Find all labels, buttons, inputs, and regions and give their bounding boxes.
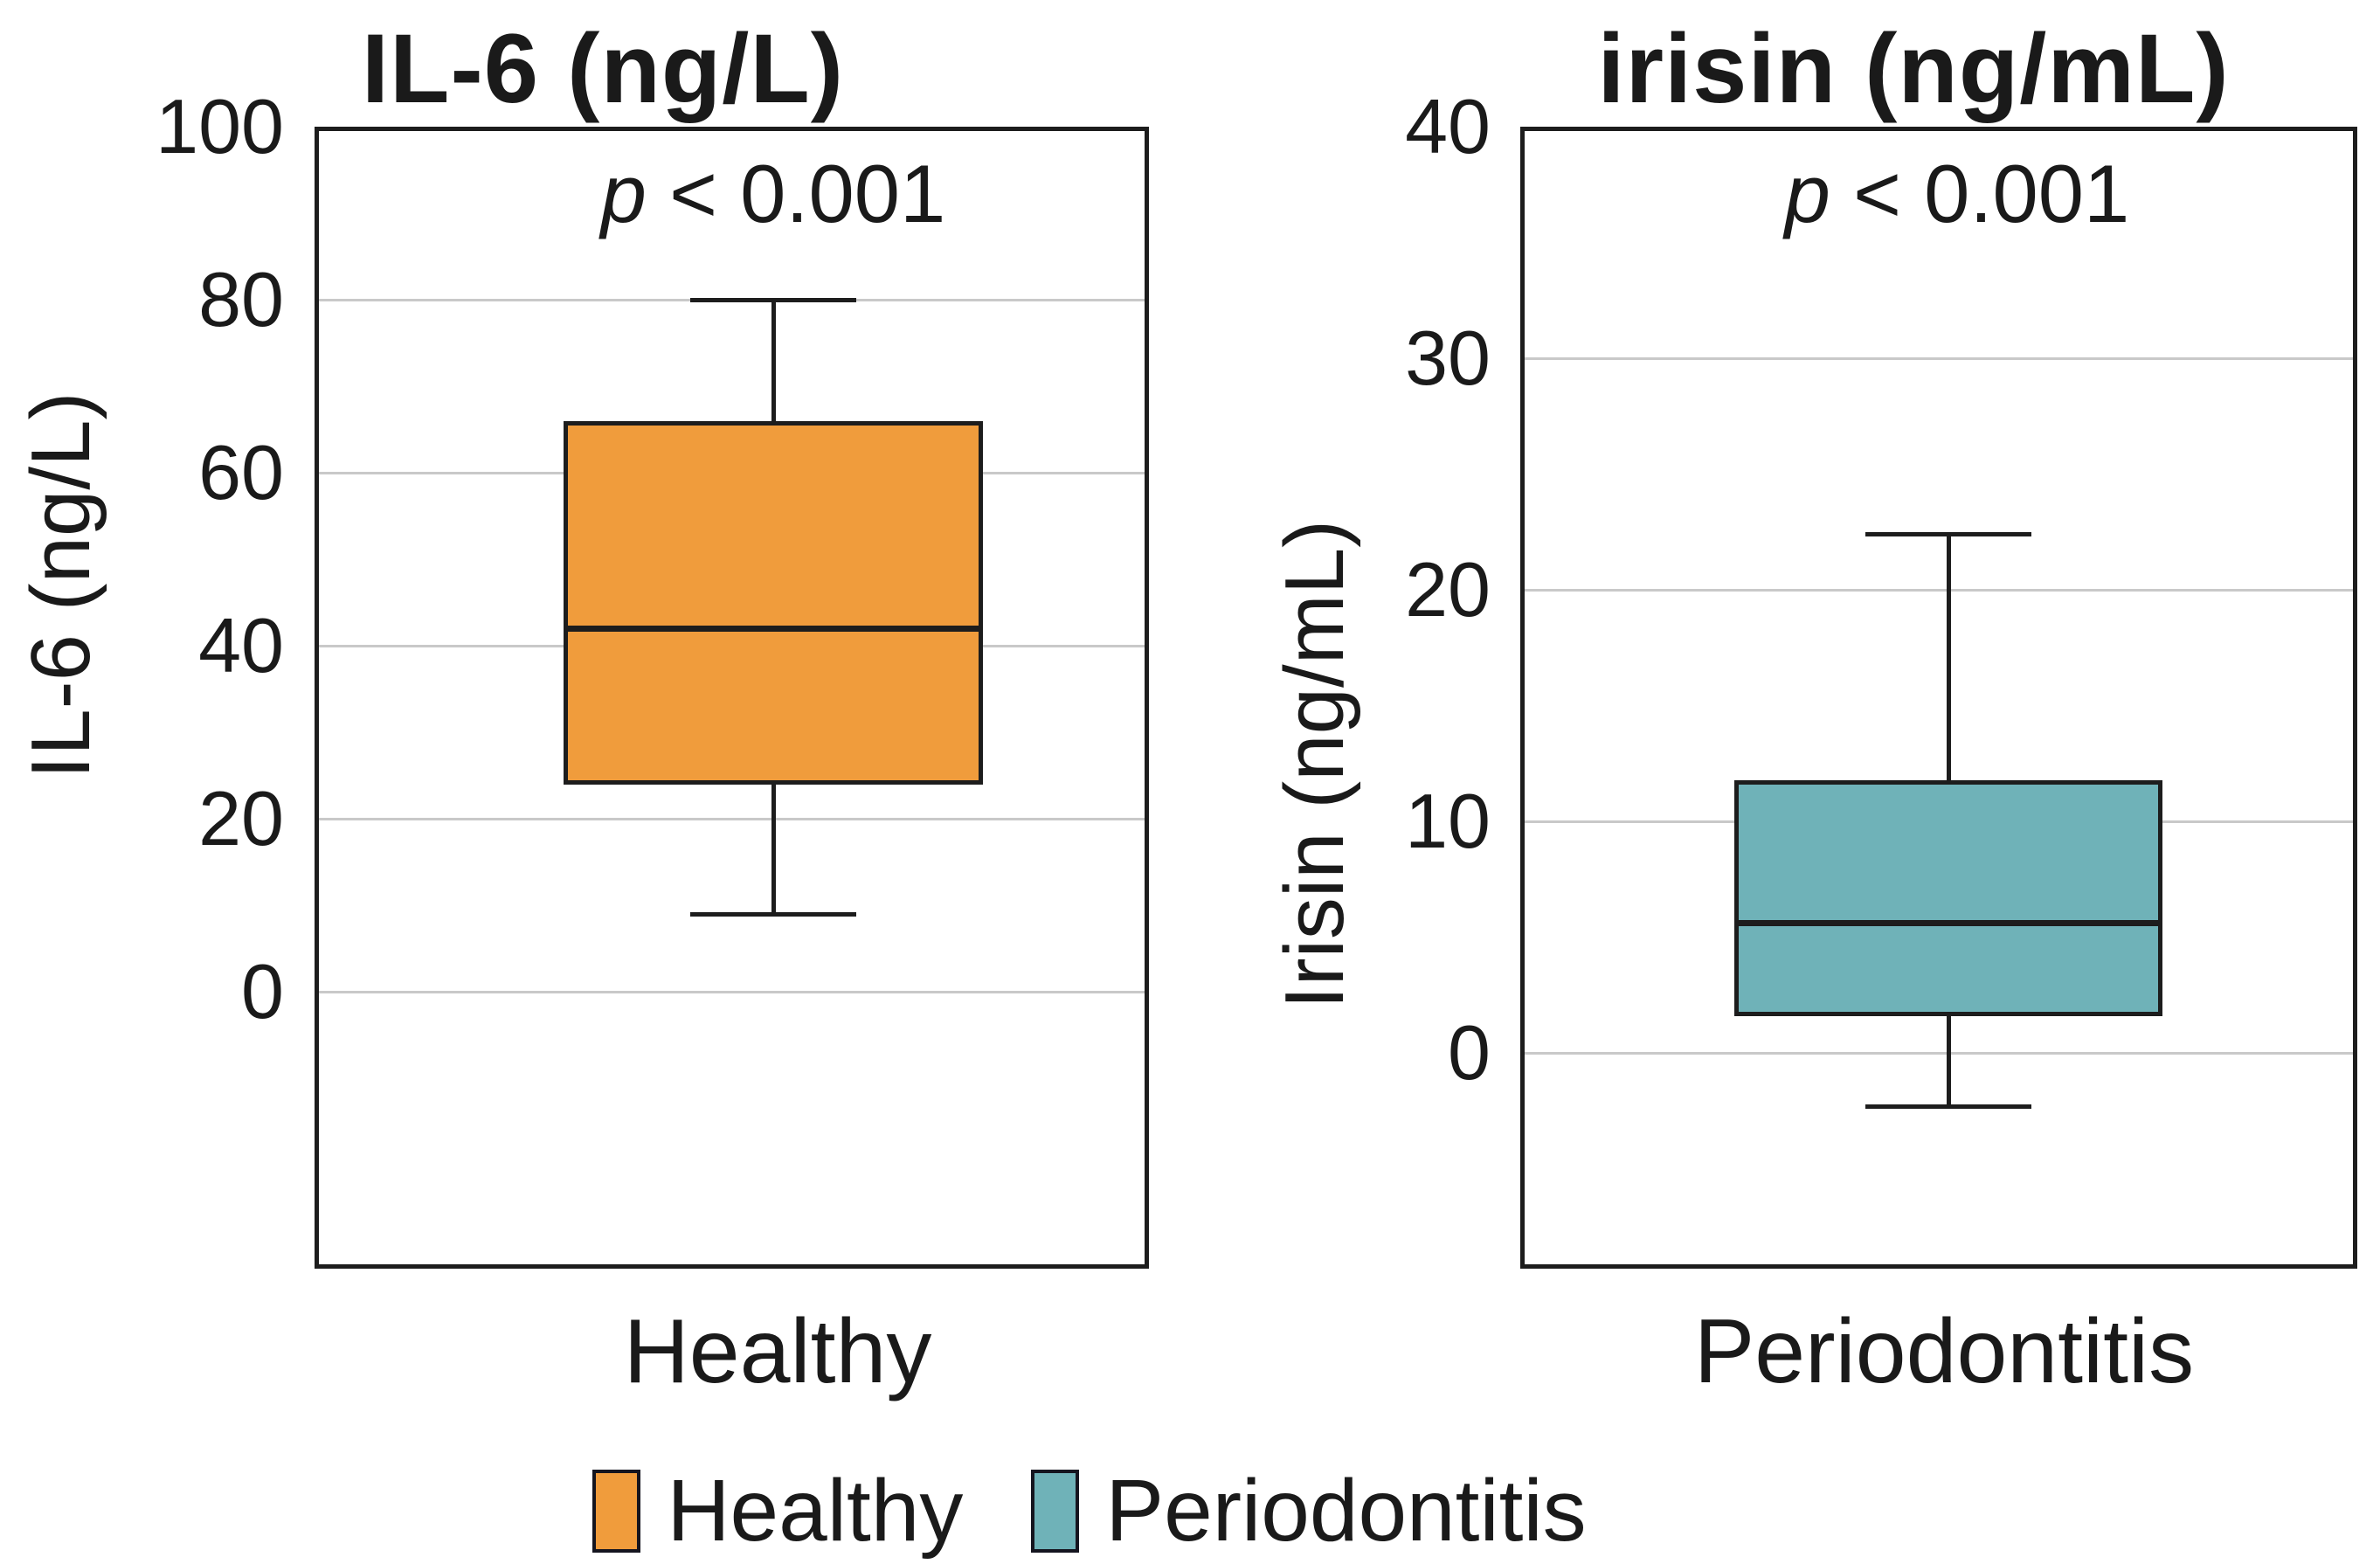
- legend-swatch-periodontitis: [1031, 1470, 1080, 1553]
- y-tick-label-10: 10: [1405, 778, 1491, 865]
- plot-frame-irisin: [1520, 127, 2357, 1269]
- whisker-cap-bottom-healthy: [690, 911, 856, 917]
- median-line-healthy: [564, 625, 983, 632]
- p-value-annotation-il6: p < 0.001: [601, 147, 946, 241]
- p-value-text: < 0.001: [646, 148, 946, 239]
- gridline-20: [1525, 588, 2353, 592]
- p-value-annotation-irisin: p < 0.001: [1785, 147, 2130, 241]
- panel-title-irisin: irisin (ng/mL): [1597, 14, 2230, 123]
- whisker-lower-healthy: [771, 784, 776, 915]
- gridline-30: [1525, 356, 2353, 360]
- median-line-periodontitis: [1734, 920, 2162, 927]
- whisker-cap-bottom-periodontitis: [1865, 1104, 2031, 1109]
- whisker-upper-healthy: [771, 300, 776, 421]
- box-periodontitis: [1734, 779, 2162, 1017]
- y-tick-label-0: 0: [241, 948, 284, 1035]
- legend-item-healthy: Healthy: [592, 1461, 963, 1561]
- gridline-0: [319, 990, 1145, 993]
- y-tick-label-30: 30: [1405, 315, 1491, 402]
- p-symbol: p: [600, 148, 647, 239]
- legend-item-periodontitis: Periodontitis: [1031, 1461, 1587, 1561]
- x-tick-label-healthy: Healthy: [623, 1301, 932, 1402]
- p-symbol: p: [1784, 148, 1830, 239]
- legend: Healthy Periodontitis: [0, 1461, 2179, 1561]
- gridline-0: [1525, 1051, 2353, 1055]
- whisker-lower-periodontitis: [1946, 1016, 1951, 1107]
- x-tick-label-periodontitis: Periodontitis: [1693, 1301, 2195, 1402]
- panel-title-il6: IL-6 (ng/L): [361, 14, 845, 123]
- y-tick-label-80: 80: [198, 256, 284, 343]
- whisker-cap-top-periodontitis: [1865, 532, 2031, 537]
- gridline-20: [319, 817, 1145, 820]
- y-tick-label-100: 100: [156, 83, 284, 170]
- y-tick-label-40: 40: [1405, 83, 1491, 170]
- whisker-cap-top-healthy: [690, 297, 856, 302]
- p-value-text: < 0.001: [1830, 148, 2130, 239]
- box-healthy: [564, 420, 983, 785]
- legend-label-healthy: Healthy: [667, 1462, 964, 1560]
- y-tick-label-60: 60: [198, 429, 284, 516]
- y-tick-label-0: 0: [1448, 1009, 1491, 1097]
- legend-label-periodontitis: Periodontitis: [1105, 1462, 1587, 1560]
- legend-swatch-healthy: [592, 1470, 641, 1553]
- y-tick-label-20: 20: [198, 775, 284, 862]
- y-tick-label-20: 20: [1405, 546, 1491, 633]
- y-tick-label-40: 40: [198, 602, 284, 689]
- whisker-upper-periodontitis: [1946, 534, 1951, 780]
